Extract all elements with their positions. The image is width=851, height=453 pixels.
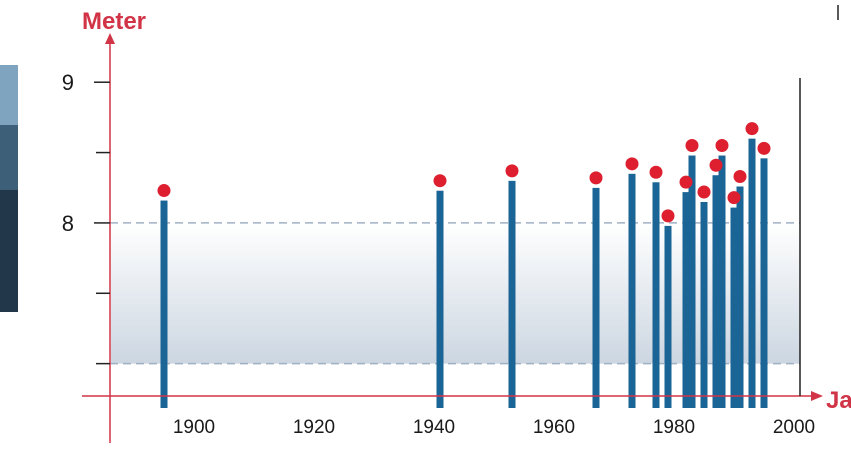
bar-1990-11	[719, 156, 726, 408]
point-1997-15	[758, 142, 771, 155]
photo-fragment-shadow	[0, 190, 18, 312]
bar-1987-9	[701, 202, 708, 408]
bar-1997-15	[761, 158, 768, 408]
x-tick-label-1900: 1900	[173, 417, 215, 438]
points-layer	[158, 122, 771, 222]
point-1995-14	[746, 122, 759, 135]
bar-1985-8	[689, 156, 696, 408]
bar-1995-14	[749, 139, 756, 408]
x-tick-label-1920: 1920	[293, 417, 335, 438]
x-axis-label: Jal	[826, 387, 851, 414]
point-1987-9	[698, 185, 711, 198]
bar-1981-6	[665, 226, 672, 408]
photo-fragment-highlight	[0, 65, 18, 125]
y-axis-label: Meter	[82, 8, 146, 35]
y-tick-label-9: 9	[62, 70, 74, 95]
point-1993-13	[734, 170, 747, 183]
point-1979-5	[650, 166, 663, 179]
point-1992-12	[728, 191, 741, 204]
point-1981-6	[662, 209, 675, 222]
point-1975-4	[626, 157, 639, 170]
bar-1984-7	[683, 192, 690, 408]
x-tick-label-1960: 1960	[533, 417, 575, 438]
point-1943-1	[434, 174, 447, 187]
point-1969-3	[590, 171, 603, 184]
y-ticks-layer: 98	[62, 70, 110, 363]
point-1897-0	[158, 184, 171, 197]
y-tick-label-8: 8	[62, 211, 74, 236]
bar-1993-13	[737, 186, 744, 408]
shaded-band	[111, 223, 800, 364]
x-tick-label-1980: 1980	[653, 417, 695, 438]
bar-1975-4	[629, 174, 636, 408]
x-tick-label-2000: 2000	[773, 417, 815, 438]
point-1985-8	[686, 139, 699, 152]
point-1984-7	[680, 176, 693, 189]
bar-1992-12	[731, 208, 738, 408]
point-1990-11	[716, 139, 729, 152]
x-tick-label-1940: 1940	[413, 417, 455, 438]
bar-1989-10	[713, 175, 720, 408]
x-axis-arrow	[811, 391, 823, 401]
bar-1969-3	[593, 188, 600, 408]
bar-1955-2	[509, 181, 516, 408]
x-ticks-layer: 1900 1920 1940 1960 1980 2000	[173, 417, 815, 438]
point-1955-2	[506, 164, 519, 177]
bar-1897-0	[161, 201, 168, 408]
bar-1943-1	[437, 191, 444, 408]
bar-1979-5	[653, 182, 660, 408]
point-1989-10	[710, 159, 723, 172]
